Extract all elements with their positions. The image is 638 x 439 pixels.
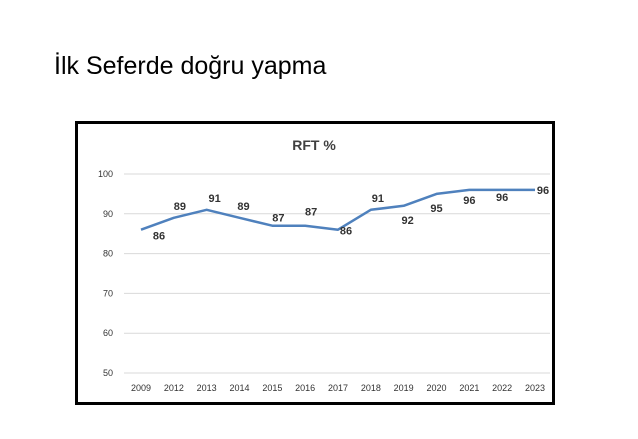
data-label: 86 [153, 231, 165, 243]
x-tick-labels: 2009 2012 2013 2014 2015 2016 2017 2018 2019 2020… [131, 383, 545, 393]
x-tick-label: 2019 [394, 383, 414, 393]
x-tick-label: 2013 [197, 383, 217, 393]
y-tick-label: 60 [103, 328, 113, 338]
slide-title: İlk Seferde doğru yapma [54, 52, 327, 80]
y-tick-label: 50 [103, 368, 113, 378]
y-tick-label: 90 [103, 209, 113, 219]
data-label: 89 [174, 201, 186, 213]
x-tick-label: 2015 [262, 383, 282, 393]
x-tick-label: 2023 [525, 383, 545, 393]
x-tick-label: 2016 [295, 383, 315, 393]
x-tick-label: 2018 [361, 383, 381, 393]
x-tick-label: 2009 [131, 383, 151, 393]
gridlines [124, 173, 550, 374]
x-tick-label: 2020 [426, 383, 446, 393]
data-label: 89 [237, 201, 249, 213]
data-labels: 86 89 91 89 87 87 86 91 92 95 96 96 96 [153, 185, 549, 243]
data-label: 87 [305, 207, 317, 219]
y-tick-label: 70 [103, 288, 113, 298]
data-label: 96 [496, 192, 508, 204]
data-label: 92 [402, 215, 414, 227]
data-label: 91 [209, 193, 221, 205]
x-tick-label: 2022 [492, 383, 512, 393]
series-group [140, 188, 536, 231]
data-label: 91 [372, 193, 384, 205]
y-tick-labels: 50 60 70 80 90 100 [98, 169, 113, 378]
data-label: 96 [463, 195, 475, 207]
y-tick-label: 80 [103, 249, 113, 259]
x-tick-label: 2014 [229, 383, 249, 393]
x-tick-label: 2017 [328, 383, 348, 393]
data-label: 95 [430, 203, 442, 215]
x-tick-label: 2021 [459, 383, 479, 393]
y-tick-label: 100 [98, 169, 113, 179]
x-tick-label: 2012 [164, 383, 184, 393]
chart-frame [75, 121, 555, 405]
data-label: 86 [340, 226, 352, 238]
chart-title: RFT % [292, 137, 336, 153]
data-label: 87 [272, 213, 284, 225]
series-line [140, 188, 535, 231]
data-label: 96 [537, 185, 549, 197]
